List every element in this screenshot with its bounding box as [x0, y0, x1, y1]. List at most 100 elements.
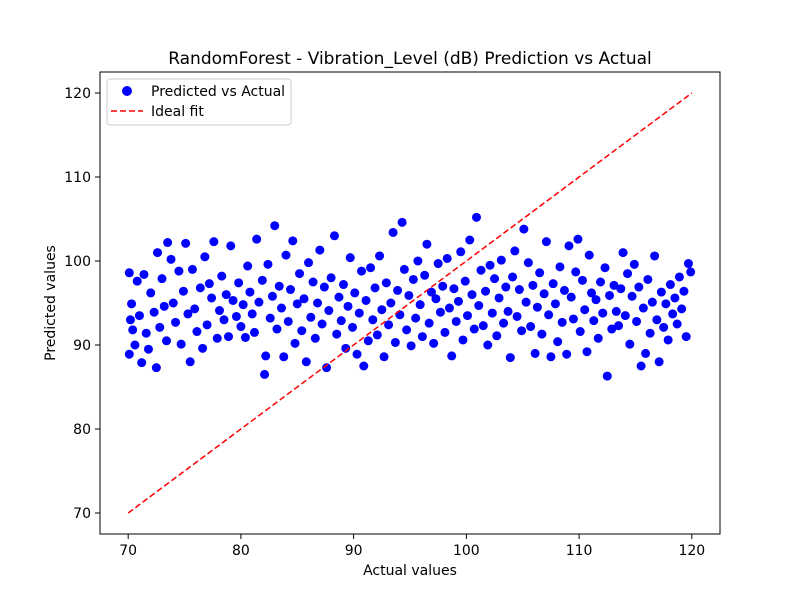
- data-point: [555, 262, 565, 272]
- data-point: [636, 361, 646, 371]
- data-point: [260, 369, 270, 379]
- data-point: [679, 286, 689, 296]
- data-point: [146, 288, 156, 298]
- data-point: [562, 349, 572, 359]
- data-point: [245, 287, 255, 297]
- data-point: [149, 307, 159, 317]
- data-point: [295, 269, 305, 279]
- data-point: [200, 252, 210, 262]
- data-point: [521, 297, 531, 307]
- data-point: [663, 335, 673, 345]
- data-point: [614, 321, 624, 331]
- data-point: [508, 272, 518, 282]
- x-axis-ticks: 70 80 90 100 110 120: [119, 534, 705, 559]
- legend: Predicted vs Actual Ideal fit: [106, 78, 292, 126]
- data-point: [390, 337, 400, 347]
- data-point: [247, 309, 257, 319]
- data-point: [492, 331, 502, 341]
- data-point: [447, 351, 457, 361]
- data-point: [652, 315, 662, 325]
- data-point: [249, 327, 259, 337]
- data-point: [677, 304, 687, 314]
- data-point: [313, 298, 323, 308]
- data-point: [510, 246, 520, 256]
- x-axis-label: Actual values: [363, 563, 457, 579]
- y-axis-ticks: 70 80 90 100 110 120: [64, 86, 100, 522]
- data-point: [537, 329, 547, 339]
- data-point: [190, 304, 200, 314]
- data-point: [171, 317, 181, 327]
- data-point: [654, 357, 664, 367]
- data-point: [559, 285, 569, 295]
- data-point: [252, 234, 262, 244]
- data-point: [485, 260, 495, 270]
- data-point: [512, 311, 522, 321]
- data-point: [501, 282, 511, 292]
- data-point: [226, 241, 236, 251]
- data-point: [431, 294, 441, 304]
- y-tick-label: 90: [73, 338, 91, 354]
- data-point: [426, 287, 436, 297]
- data-point: [526, 322, 536, 332]
- data-point: [238, 300, 248, 310]
- data-point: [207, 293, 217, 303]
- data-point: [366, 263, 376, 273]
- data-point: [292, 299, 302, 309]
- data-point: [602, 371, 612, 381]
- data-point: [202, 320, 212, 330]
- ideal-line-layer: [127, 92, 693, 514]
- data-point: [582, 347, 592, 357]
- data-point: [243, 261, 253, 271]
- data-point: [580, 305, 590, 315]
- data-point: [290, 338, 300, 348]
- data-point: [598, 308, 608, 318]
- legend-label-points: Predicted vs Actual: [151, 84, 285, 100]
- data-point: [272, 324, 282, 334]
- data-point: [535, 268, 545, 278]
- data-point: [429, 338, 439, 348]
- y-tick-label: 80: [73, 422, 91, 438]
- data-point: [442, 253, 452, 263]
- data-point: [181, 238, 191, 248]
- data-point: [424, 318, 434, 328]
- data-point: [127, 299, 137, 309]
- data-point: [568, 314, 578, 324]
- data-point: [350, 288, 360, 298]
- data-point: [304, 258, 314, 268]
- data-point: [381, 278, 391, 288]
- data-point: [505, 353, 515, 363]
- data-point: [187, 264, 197, 274]
- x-tick-label: 120: [678, 543, 705, 559]
- data-point: [343, 301, 353, 311]
- data-point: [265, 313, 275, 323]
- data-point: [231, 311, 241, 321]
- data-point: [449, 284, 459, 294]
- data-point: [124, 349, 134, 359]
- data-point: [283, 316, 293, 326]
- points-layer: [124, 212, 696, 381]
- data-point: [219, 315, 229, 325]
- data-point: [402, 325, 412, 335]
- data-point: [620, 311, 630, 321]
- data-point: [557, 317, 567, 327]
- data-point: [487, 308, 497, 318]
- data-point: [469, 324, 479, 334]
- data-point: [254, 297, 264, 307]
- data-point: [261, 351, 271, 361]
- data-point: [413, 256, 423, 266]
- data-point: [240, 332, 250, 342]
- data-point: [575, 327, 585, 337]
- data-point: [297, 326, 307, 336]
- data-point: [332, 329, 342, 339]
- data-point: [519, 224, 529, 234]
- data-point: [665, 280, 675, 290]
- data-point: [456, 247, 466, 257]
- data-point: [393, 285, 403, 295]
- data-point: [279, 352, 289, 362]
- data-point: [440, 327, 450, 337]
- data-point: [166, 254, 176, 264]
- data-point: [386, 298, 396, 308]
- data-point: [523, 258, 533, 268]
- data-point: [528, 280, 538, 290]
- data-point: [397, 217, 407, 227]
